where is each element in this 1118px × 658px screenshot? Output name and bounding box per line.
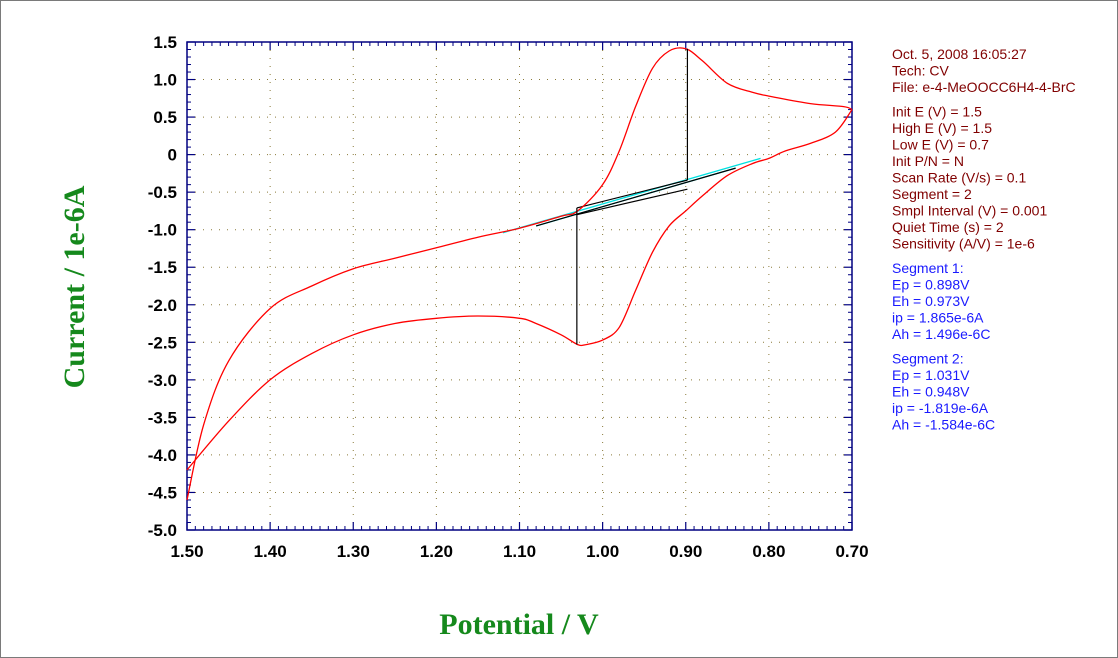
info-param-line: Low E (V) = 0.7 xyxy=(892,137,989,153)
segment2-result-line: Ah = -1.584e-6C xyxy=(892,417,995,433)
y-tick-label: -1.0 xyxy=(148,221,177,240)
segment1-result-line: ip = 1.865e-6A xyxy=(892,310,984,326)
segment2-result-line: Eh = 0.948V xyxy=(892,384,970,400)
y-tick-label: -5.0 xyxy=(148,521,177,540)
x-tick-label: 1.40 xyxy=(254,542,287,561)
y-tick-label: -3.0 xyxy=(148,371,177,390)
y-tick-label: 0 xyxy=(168,146,177,165)
x-axis-title: Potential / V xyxy=(439,608,599,641)
info-header-line: Tech: CV xyxy=(892,63,949,79)
segment1-result-line: Eh = 0.973V xyxy=(892,293,970,309)
y-tick-label: -3.5 xyxy=(148,408,177,427)
baseline-tangent-3 xyxy=(576,188,688,216)
info-param-line: Segment = 2 xyxy=(892,186,972,202)
y-tick-labels: 1.5 1.0 0.5 0 -0.5 -1.0 -1.5 -2.0 -2.5 -3.0 -3.5 -4… xyxy=(148,33,177,540)
y-tick-label: 0.5 xyxy=(153,108,177,127)
plot-area-frame xyxy=(186,41,853,531)
info-param-line: Smpl Interval (V) = 0.001 xyxy=(892,203,1047,219)
baseline-tangent-1 xyxy=(535,167,736,227)
y-tick-label: -4.0 xyxy=(148,446,177,465)
baseline-tangent-2 xyxy=(576,179,688,209)
info-header-line: File: e-4-MeOOCC6H4-4-BrC xyxy=(892,79,1076,95)
grid xyxy=(187,42,852,530)
info-param-line: Init E (V) = 1.5 xyxy=(892,104,982,120)
y-axis-title: Current / 1e-6A xyxy=(58,185,91,388)
segment1-result-line: Ep = 0.898V xyxy=(892,277,970,293)
x-tick-label: 1.10 xyxy=(503,542,536,561)
y-tick-label: -2.5 xyxy=(148,333,177,352)
info-param-line: Sensitivity (A/V) = 1e-6 xyxy=(892,236,1035,252)
info-header-line: Oct. 5, 2008 16:05:27 xyxy=(892,46,1027,62)
segment1-result-line: Ah = 1.496e-6C xyxy=(892,326,990,342)
x-tick-label: 1.20 xyxy=(420,542,453,561)
x-tick-label: 1.00 xyxy=(586,542,619,561)
info-param-line: Init P/N = N xyxy=(892,153,964,169)
info-param-line: Scan Rate (V/s) = 0.1 xyxy=(892,170,1026,186)
x-tick-labels: 1.50 1.40 1.30 1.20 1.10 1.00 0.90 0.80 0.70 xyxy=(170,542,868,561)
segment2-result-line: Segment 2: xyxy=(892,351,964,367)
x-tick-label: 0.90 xyxy=(669,542,702,561)
series-layer xyxy=(186,47,853,501)
x-tick-label: 1.30 xyxy=(337,542,370,561)
y-tick-label: -0.5 xyxy=(148,183,177,202)
segment2-result-line: Ep = 1.031V xyxy=(892,367,970,383)
x-tick-label: 1.50 xyxy=(170,542,203,561)
y-tick-label: -4.5 xyxy=(148,483,177,502)
y-tick-label: -1.5 xyxy=(148,258,177,277)
cv-curve-segment-2 xyxy=(186,109,853,471)
y-tick-label: 1.5 xyxy=(153,33,177,52)
info-param-line: High E (V) = 1.5 xyxy=(892,120,992,136)
info-param-line: Quiet Time (s) = 2 xyxy=(892,219,1004,235)
cv-curve-segment-1 xyxy=(186,47,853,501)
x-tick-label: 0.70 xyxy=(835,542,868,561)
y-tick-label: 1.0 xyxy=(153,71,177,90)
segment1-result-line: Segment 1: xyxy=(892,260,964,276)
segment2-result-line: ip = -1.819e-6A xyxy=(892,400,989,416)
y-tick-label: -2.0 xyxy=(148,296,177,315)
axis-ticks xyxy=(186,41,853,531)
x-tick-label: 0.80 xyxy=(752,542,785,561)
